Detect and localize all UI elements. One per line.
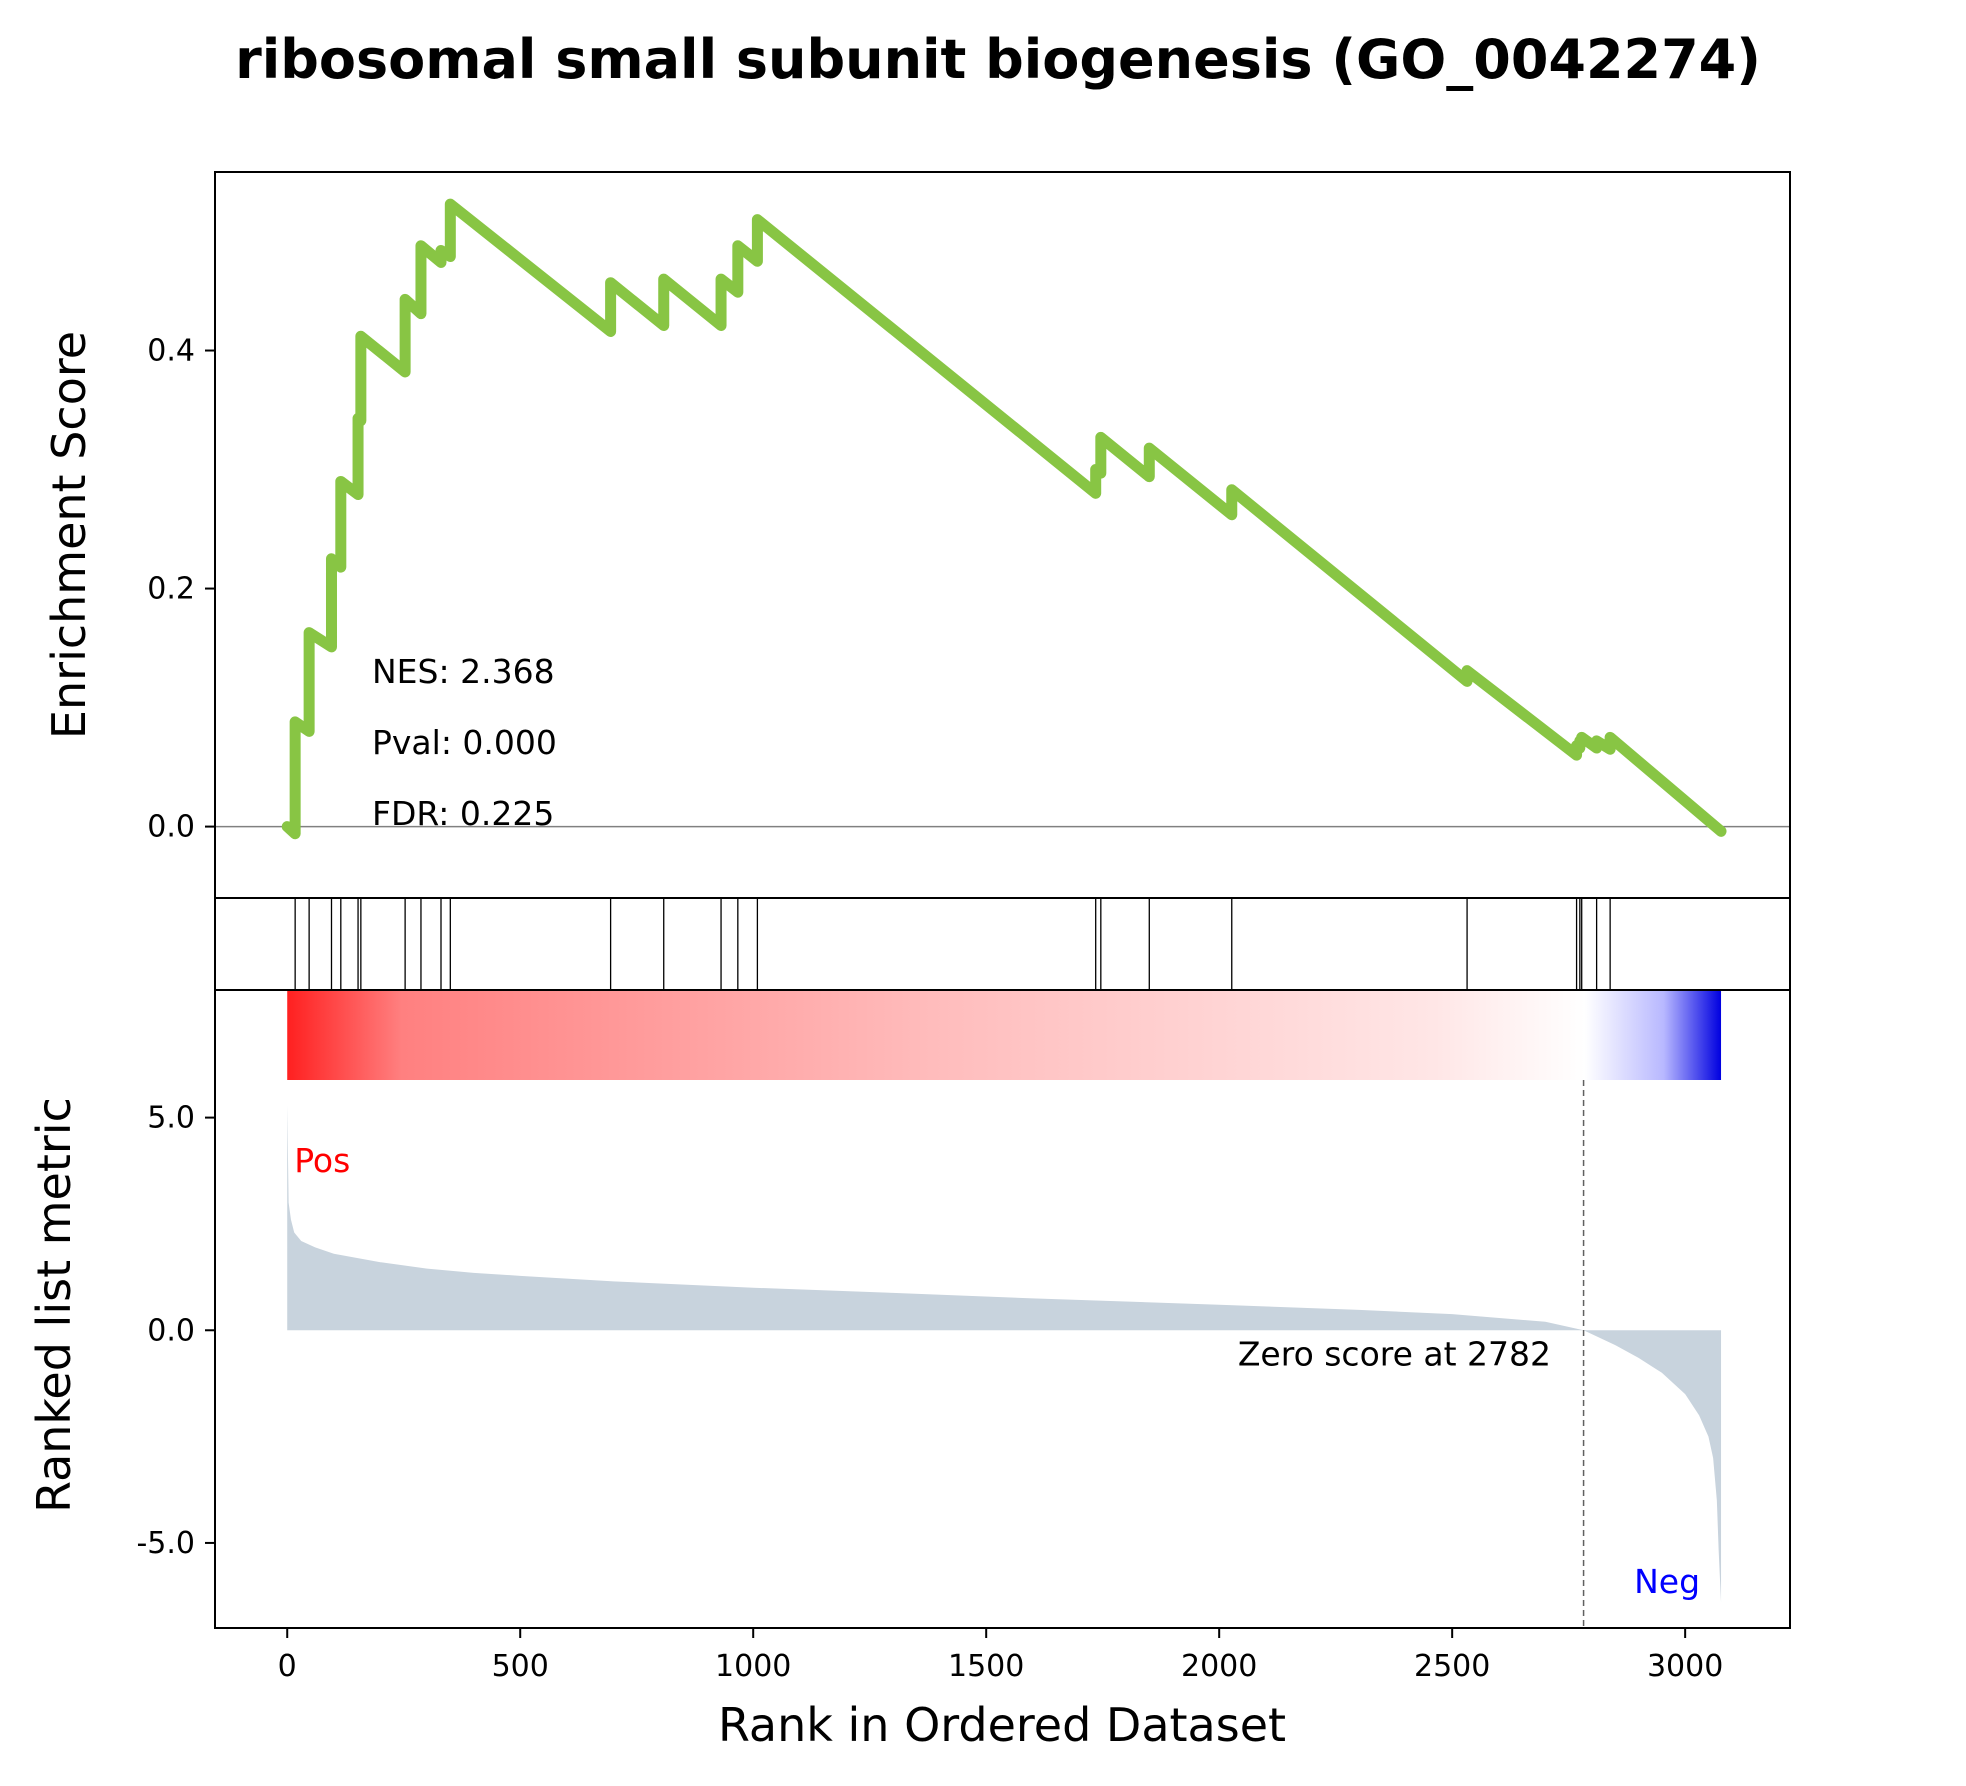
x-tick-label: 500	[492, 1649, 549, 1684]
x-tick-label: 0	[278, 1649, 297, 1684]
es-panel: NES: 2.368 Pval: 0.000 FDR: 0.225 0.0 0.2…	[42, 171, 1791, 899]
metric-y-tick-label: 0.0	[147, 1313, 195, 1348]
es-y-tick-label: 0.2	[147, 572, 195, 607]
hit-lines	[294, 898, 1611, 990]
metric-y-ticks: 5.0 0.0 -5.0	[136, 1101, 215, 1561]
metric-frame	[214, 989, 1791, 1629]
x-tick-label: 3000	[1647, 1649, 1723, 1684]
fdr-text: FDR: 0.225	[372, 794, 554, 833]
hits-frame	[214, 897, 1791, 991]
x-tick-label: 1000	[715, 1649, 791, 1684]
es-y-tick-label: 0.4	[147, 334, 195, 369]
hits-panel	[214, 897, 1791, 991]
pos-label: Pos	[294, 1141, 350, 1180]
es-curve-group	[281, 198, 1727, 840]
es-y-tick-label: 0.0	[147, 810, 195, 845]
es-stats: NES: 2.368 Pval: 0.000 FDR: 0.225	[372, 652, 557, 833]
neg-label: Neg	[1634, 1562, 1700, 1601]
metric-panel: Pos Neg Zero score at 2782 5.0 0.0 -5.0 0 5…	[27, 989, 1791, 1752]
metric-y-tick-label: 5.0	[147, 1101, 195, 1136]
nes-text: NES: 2.368	[372, 652, 555, 691]
es-y-label: Enrichment Score	[42, 331, 96, 739]
x-tick-label: 2000	[1181, 1649, 1257, 1684]
pval-text: Pval: 0.000	[372, 723, 557, 762]
rank-gradient-bar	[287, 990, 1722, 1080]
chart-title: ribosomal small subunit biogenesis (GO_0…	[235, 28, 1761, 91]
zero-score-label: Zero score at 2782	[1238, 1335, 1551, 1374]
x-tick-label: 1500	[948, 1649, 1024, 1684]
es-curve	[281, 198, 1727, 840]
es-frame	[214, 171, 1791, 899]
metric-y-label: Ranked list metric	[27, 1097, 81, 1513]
x-axis-label: Rank in Ordered Dataset	[718, 1698, 1286, 1752]
x-axis-ticks: 0 500 1000 1500 2000 2500 3000	[278, 1628, 1723, 1684]
x-tick-label: 2500	[1414, 1649, 1490, 1684]
metric-y-tick-label: -5.0	[136, 1526, 195, 1561]
es-y-ticks: 0.0 0.2 0.4	[147, 334, 215, 845]
